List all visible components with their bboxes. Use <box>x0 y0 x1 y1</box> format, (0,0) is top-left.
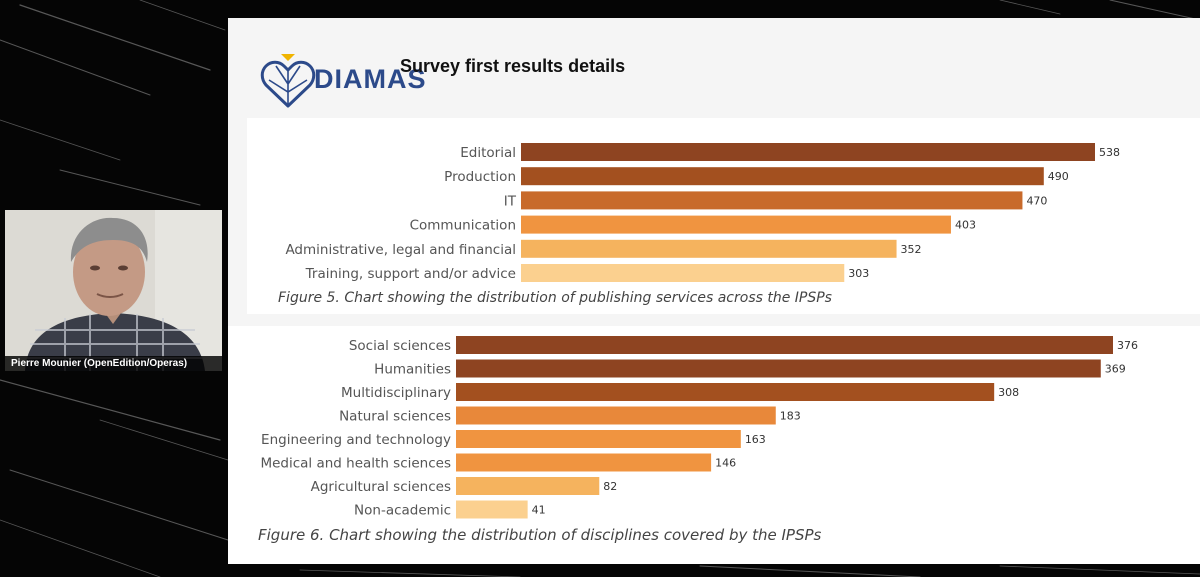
category-label: Training, support and/or advice <box>305 266 516 282</box>
category-label: Natural sciences <box>339 409 451 425</box>
bar <box>456 430 741 448</box>
figure-6-caption: Figure 6. Chart showing the distribution… <box>258 526 822 544</box>
category-label: Engineering and technology <box>261 432 451 448</box>
category-label: IT <box>504 193 517 209</box>
bar <box>521 264 845 282</box>
logo-text: DIAMAS <box>314 64 427 94</box>
category-label: Multidisciplinary <box>341 385 451 401</box>
bar <box>521 167 1044 186</box>
value-label: 538 <box>1099 146 1120 159</box>
figure-5-caption: Figure 5. Chart showing the distribution… <box>278 290 832 306</box>
bar <box>521 191 1023 210</box>
category-label: Medical and health sciences <box>260 456 451 472</box>
participant-video: Pierre Mounier (OpenEdition/Operas) <box>5 210 222 371</box>
bar <box>456 359 1101 378</box>
category-label: Communication <box>410 218 516 234</box>
value-label: 376 <box>1117 339 1138 352</box>
category-label: Non-academic <box>354 503 451 519</box>
value-label: 490 <box>1048 170 1069 183</box>
value-label: 470 <box>1026 194 1047 207</box>
bar <box>521 239 897 258</box>
category-label: Administrative, legal and financial <box>285 242 516 258</box>
category-label: Production <box>444 169 516 185</box>
bar <box>521 215 951 234</box>
value-label: 369 <box>1105 363 1126 376</box>
value-label: 183 <box>780 410 801 423</box>
value-label: 308 <box>998 386 1019 399</box>
bar <box>521 143 1095 161</box>
bar <box>456 336 1113 354</box>
category-label: Social sciences <box>349 338 451 354</box>
value-label: 163 <box>745 433 766 446</box>
bar <box>456 406 776 425</box>
value-label: 146 <box>715 457 736 470</box>
bar <box>456 500 528 519</box>
bar <box>456 477 600 495</box>
category-label: Editorial <box>460 145 516 161</box>
value-label: 403 <box>955 219 976 232</box>
diamas-heart-logo-icon <box>260 54 316 108</box>
person-silhouette-icon <box>5 210 222 371</box>
category-label: Humanities <box>374 362 451 378</box>
value-label: 41 <box>532 504 546 517</box>
category-label: Agricultural sciences <box>311 479 451 495</box>
value-label: 82 <box>603 480 617 493</box>
bar <box>456 383 995 401</box>
slide-title: Survey first results details <box>400 56 626 76</box>
participant-name-tag: Pierre Mounier (OpenEdition/Operas) <box>5 356 222 371</box>
value-label: 303 <box>848 267 869 280</box>
bar <box>456 453 712 472</box>
value-label: 352 <box>901 243 922 256</box>
